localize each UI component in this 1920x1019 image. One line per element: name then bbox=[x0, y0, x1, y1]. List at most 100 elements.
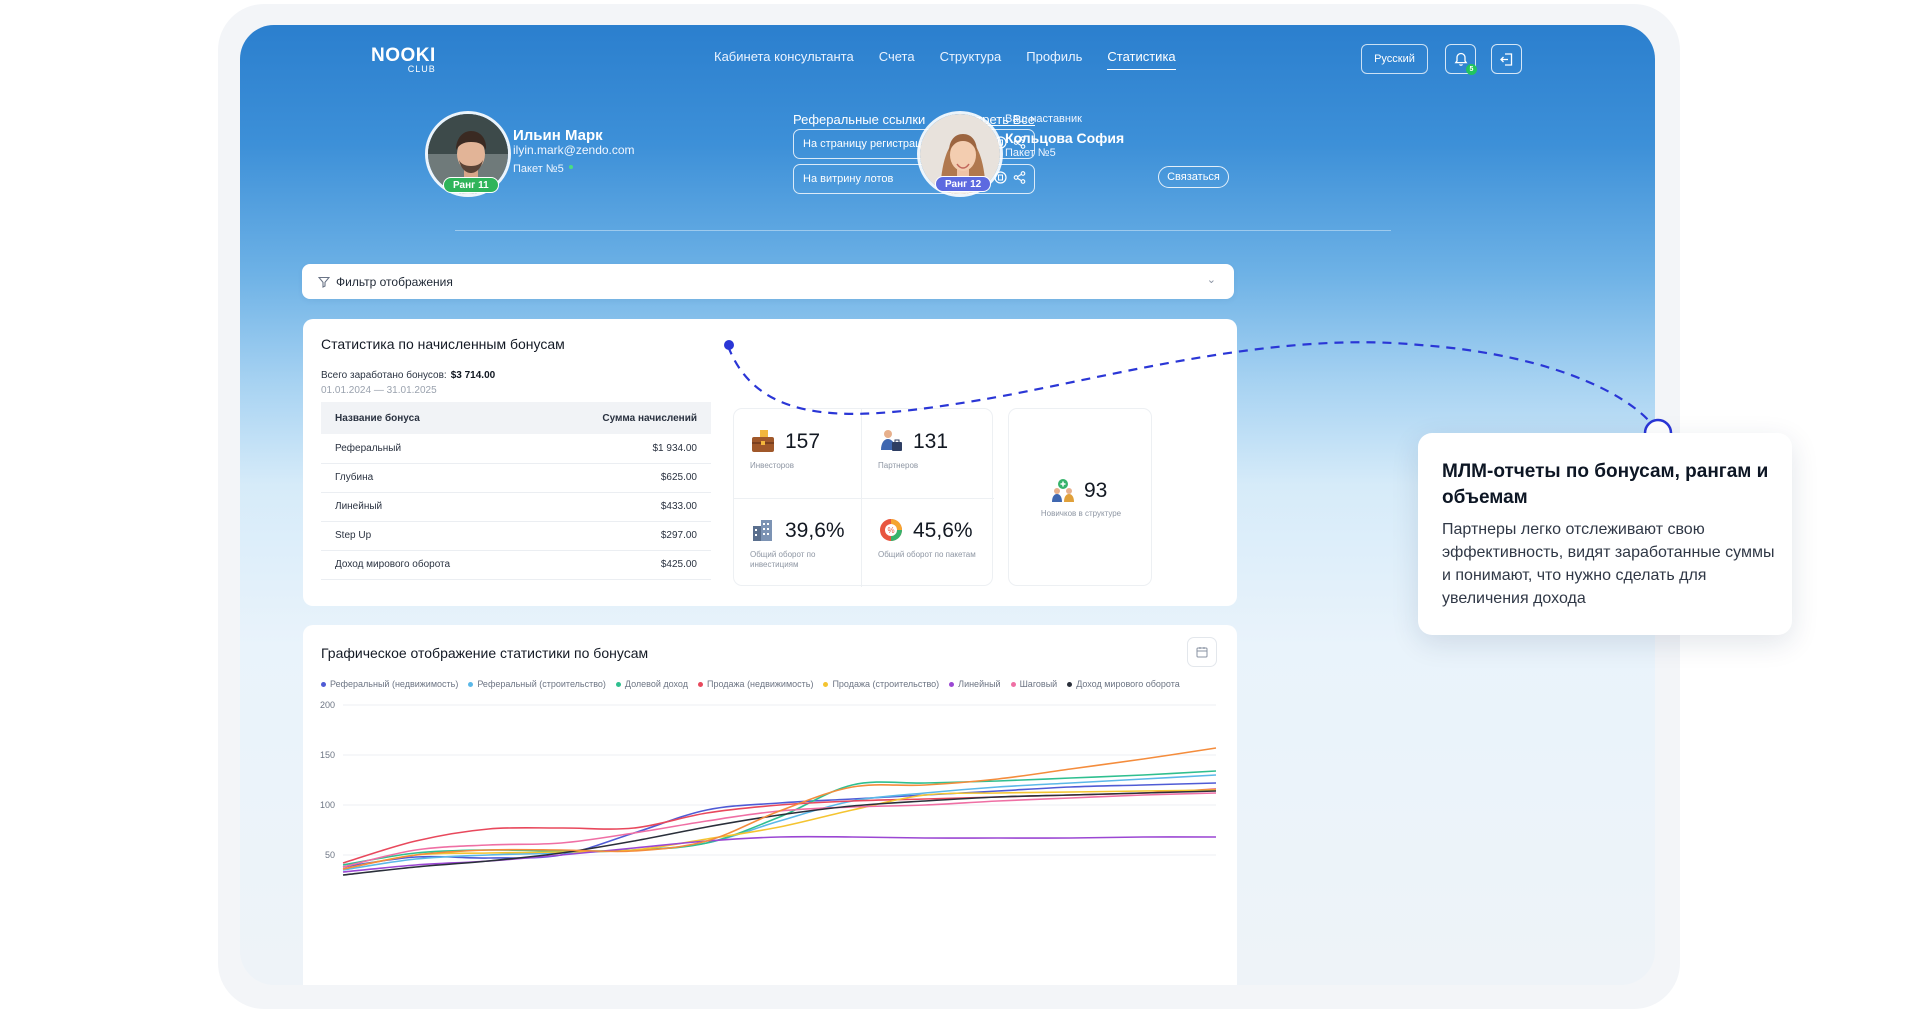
main-nav: Кабинета консультанта Счета Структура Пр… bbox=[714, 49, 1176, 70]
calendar-button[interactable] bbox=[1187, 637, 1217, 667]
table-header-row: Название бонуса Сумма начислений bbox=[321, 402, 711, 434]
mentor-caption: Ваш наставник bbox=[1005, 113, 1082, 125]
legend-dot bbox=[823, 681, 829, 687]
kpi-value: 131 bbox=[913, 430, 949, 453]
bonus-name-cell: Глубина bbox=[321, 463, 531, 493]
share-icon[interactable] bbox=[1013, 171, 1026, 184]
bonus-sum-cell: $1 934.00 bbox=[530, 434, 711, 464]
total-bonuses: Всего заработано бонусов: $3 714.00 bbox=[321, 370, 495, 381]
legend-dot bbox=[615, 681, 621, 687]
table-row[interactable]: Глубина $625.00 bbox=[321, 463, 711, 493]
series-line[interactable] bbox=[342, 747, 1217, 870]
legend-label: Реферальный (строительство) bbox=[477, 679, 606, 689]
kpi-turnover-packages: % 45,6% Общий оборот по пакетам bbox=[862, 498, 990, 587]
kpi-value: 93 bbox=[1084, 479, 1108, 502]
kpi-value: 157 bbox=[785, 430, 821, 453]
contact-mentor-button[interactable]: Связаться bbox=[1158, 166, 1229, 188]
legend-item[interactable]: Продажа (недвижимость) bbox=[698, 679, 813, 689]
logo[interactable]: NOOKI CLUB bbox=[371, 45, 436, 74]
legend-item[interactable]: Шаговый bbox=[1010, 679, 1058, 689]
column-bonus-name[interactable]: Название бонуса bbox=[321, 402, 531, 434]
briefcase-icon bbox=[752, 430, 774, 452]
series-line[interactable] bbox=[342, 789, 1217, 870]
series-line[interactable] bbox=[342, 790, 1217, 876]
y-tick-label: 100 bbox=[320, 800, 335, 810]
bonus-sum-cell: $433.00 bbox=[530, 492, 711, 522]
bonus-line-chart: 50 100 150 200 bbox=[320, 700, 1217, 876]
mentor-package: Пакет №5 bbox=[1005, 147, 1056, 159]
notifications-button[interactable]: 5 bbox=[1445, 44, 1477, 75]
y-tick-label: 200 bbox=[320, 700, 335, 710]
kpi-newcomers: 93 Новичков в структуре bbox=[1008, 408, 1152, 586]
logout-icon bbox=[1500, 52, 1513, 66]
column-bonus-sum[interactable]: Сумма начислений bbox=[530, 402, 711, 434]
legend-dot bbox=[1010, 681, 1016, 687]
legend-label: Продажа (недвижимость) bbox=[707, 679, 814, 689]
legend-item[interactable]: Линейный bbox=[949, 679, 1001, 689]
nav-statistics[interactable]: Статистика bbox=[1107, 49, 1176, 70]
referral-link-label: На витрину лотов bbox=[803, 173, 894, 185]
notification-badge: 5 bbox=[1466, 64, 1477, 75]
nav-consultant-cabinet[interactable]: Кабинета консультанта bbox=[714, 49, 854, 64]
legend-item[interactable]: Доход мирового оборота bbox=[1067, 679, 1180, 689]
legend-item[interactable]: Реферальный (строительство) bbox=[468, 679, 606, 689]
partner-icon bbox=[881, 430, 902, 451]
referral-links-header: Реферальные ссылки Смотреть Все bbox=[793, 112, 1035, 127]
grid-divider bbox=[734, 498, 994, 499]
legend-label: Шаговый bbox=[1019, 679, 1058, 689]
legend-item[interactable]: Продажа (строительство) bbox=[823, 679, 939, 689]
bonus-graph-card: Графическое отображение статистики по бо… bbox=[303, 625, 1237, 985]
user-name: Ильин Марк bbox=[513, 127, 603, 144]
series-line[interactable] bbox=[342, 788, 1217, 864]
nav-profile[interactable]: Профиль bbox=[1026, 49, 1083, 64]
nav-accounts[interactable]: Счета bbox=[878, 49, 915, 64]
table-row[interactable]: Доход мирового оборота $425.00 bbox=[321, 550, 711, 580]
chart-legend: Реферальный (недвижимость) Реферальный (с… bbox=[321, 679, 1180, 689]
kpi-grid: 157 Инвесторов 131 Партнеров 39,6% Общий… bbox=[733, 408, 994, 587]
logout-button[interactable] bbox=[1491, 44, 1522, 74]
nav-structure[interactable]: Структура bbox=[939, 49, 1002, 64]
kpi-label: Общий оборот по инвестициям bbox=[750, 550, 816, 569]
user-email: ilyin.mark@zendo.com bbox=[513, 143, 635, 157]
legend-item[interactable]: Долевой доход bbox=[615, 679, 688, 689]
table-row[interactable]: Step Up $297.00 bbox=[321, 521, 711, 551]
legend-label: Долевой доход bbox=[624, 679, 688, 689]
bonus-statistics-title: Статистика по начисленным бонусам bbox=[321, 336, 565, 352]
series-line[interactable] bbox=[342, 835, 1217, 873]
kpi-partners: 131 Партнеров bbox=[862, 409, 990, 498]
bonus-name-cell: Step Up bbox=[321, 521, 531, 551]
kpi-label: Новичков в структуре bbox=[1040, 509, 1122, 518]
user-rank-badge: Ранг 11 bbox=[443, 177, 499, 193]
bonus-sum-cell: $425.00 bbox=[530, 550, 711, 580]
bonus-graph-title: Графическое отображение статистики по бо… bbox=[321, 645, 649, 661]
legend-dot bbox=[321, 681, 326, 687]
mentor-rank-badge: Ранг 12 bbox=[935, 176, 992, 192]
legend-label: Линейный bbox=[958, 679, 1001, 689]
legend-dot bbox=[698, 681, 703, 687]
user-package: Пакет №5 bbox=[513, 163, 564, 175]
series-line[interactable] bbox=[342, 774, 1217, 871]
table-row[interactable]: Линейный $433.00 bbox=[321, 492, 711, 522]
filter-label: Фильтр отображения bbox=[336, 274, 453, 289]
mentor-name: Кольцова София bbox=[1005, 130, 1125, 146]
legend-dot bbox=[1067, 681, 1073, 687]
language-select[interactable]: Русский bbox=[1361, 44, 1428, 74]
total-bonuses-label: Всего заработано бонусов: bbox=[321, 370, 447, 381]
team-add-icon bbox=[1052, 479, 1074, 502]
series-line[interactable] bbox=[342, 782, 1217, 868]
calendar-icon bbox=[1196, 647, 1208, 658]
share-icon[interactable] bbox=[1013, 136, 1026, 149]
legend-dot bbox=[468, 681, 474, 687]
kpi-label: Инвесторов bbox=[750, 461, 794, 470]
bonus-sum-cell: $625.00 bbox=[530, 463, 711, 493]
buildings-icon bbox=[753, 520, 772, 541]
kpi-turnover-investments: 39,6% Общий оборот по инвестициям bbox=[734, 498, 862, 587]
bonus-period: 01.01.2024 — 31.01.2025 bbox=[321, 385, 437, 396]
feature-callout: МЛМ-отчеты по бонусам, рангам и объемам … bbox=[1418, 433, 1792, 635]
display-filter[interactable]: Фильтр отображения ⌄ bbox=[302, 264, 1234, 299]
referral-link-label: На страницу регистрации bbox=[803, 138, 934, 150]
table-row[interactable]: Реферальный $1 934.00 bbox=[321, 434, 711, 464]
logo-text: NOOKI bbox=[371, 45, 436, 66]
legend-item[interactable]: Реферальный (недвижимость) bbox=[321, 679, 458, 689]
bell-icon bbox=[1454, 52, 1467, 66]
